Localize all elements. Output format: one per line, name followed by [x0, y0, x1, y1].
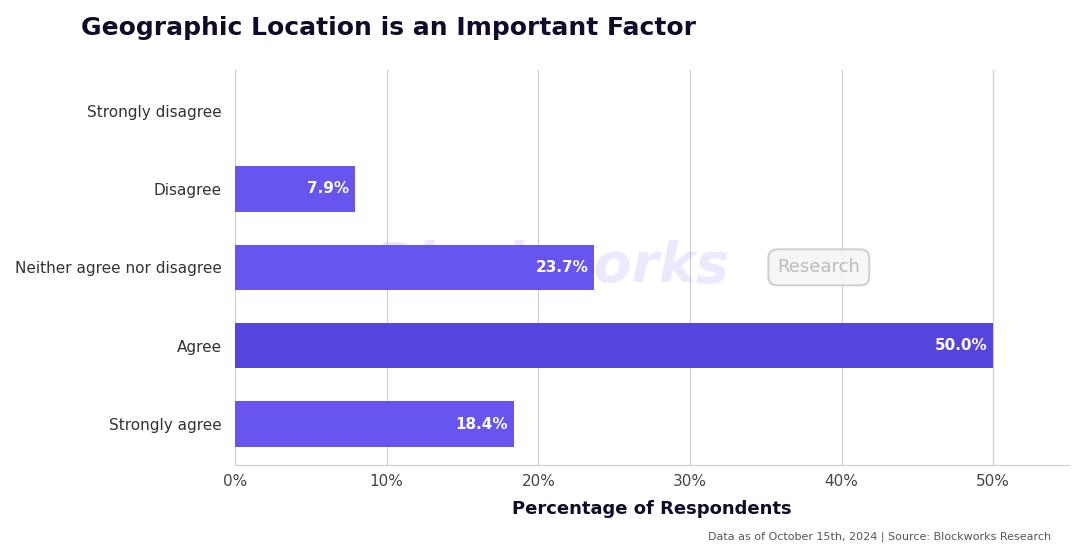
- Text: 18.4%: 18.4%: [455, 416, 508, 432]
- Bar: [235, 323, 993, 368]
- Text: Data as of October 15th, 2024 | Source: Blockworks Research: Data as of October 15th, 2024 | Source: …: [708, 531, 1051, 542]
- Text: 7.9%: 7.9%: [307, 182, 349, 196]
- X-axis label: Percentage of Respondents: Percentage of Respondents: [513, 500, 791, 519]
- Text: Geographic Location is an Important Factor: Geographic Location is an Important Fact…: [81, 16, 696, 41]
- Text: 50.0%: 50.0%: [934, 338, 988, 353]
- Bar: [235, 402, 514, 447]
- Text: 23.7%: 23.7%: [535, 260, 589, 275]
- Text: Blockworks: Blockworks: [374, 240, 730, 294]
- Bar: [235, 166, 354, 212]
- Text: Research: Research: [777, 258, 861, 276]
- Bar: [235, 245, 594, 290]
